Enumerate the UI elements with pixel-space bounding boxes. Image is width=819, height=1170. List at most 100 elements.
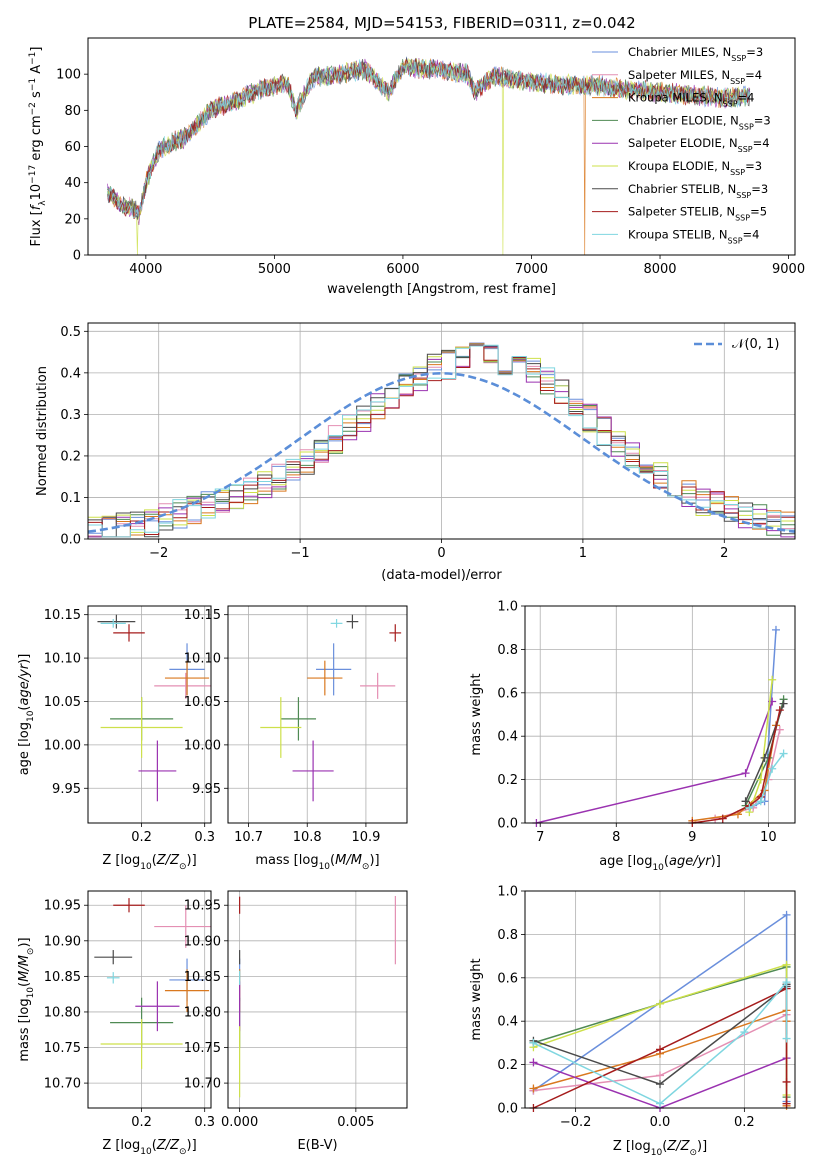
y-tick-label: 10.85 xyxy=(184,970,221,985)
x-axis-label: Z [log10(Z/Z⊙)] xyxy=(102,1138,196,1157)
y-tick-label: 0.4 xyxy=(497,730,518,745)
mass-weight-marker xyxy=(656,999,664,1008)
mass-weight-marker xyxy=(756,797,765,806)
x-axis-label: mass [log10(M/M⊙)] xyxy=(255,853,379,872)
y-tick-label: 40 xyxy=(64,176,81,191)
y-tick-label: 0 xyxy=(73,249,81,264)
legend-entry: Kroupa ELODIE, NSSP=3 xyxy=(628,159,762,177)
mass-weight-marker xyxy=(782,960,791,969)
x-tick-label: 1 xyxy=(579,546,587,561)
x-tick-label: 10.7 xyxy=(234,830,263,845)
y-tick-label: 0.1 xyxy=(60,491,81,506)
x-axis-label: Z [log10(Z/Z⊙)] xyxy=(613,1139,707,1158)
y-tick-label: 10.70 xyxy=(184,1077,221,1092)
mass-weight-marker xyxy=(756,775,765,784)
y-tick-label: 0.0 xyxy=(497,817,518,832)
histograms xyxy=(88,342,795,538)
y-tick-label: 10.90 xyxy=(184,934,221,949)
x-tick-label: 8 xyxy=(612,830,620,845)
y-tick-label: 0.4 xyxy=(497,1015,518,1030)
mass-weight-marker xyxy=(529,1058,538,1067)
mass-weight-marker xyxy=(741,797,750,806)
y-tick-label: 10.80 xyxy=(184,1005,221,1020)
x-tick-label: 0 xyxy=(437,546,445,561)
axes-frame xyxy=(524,605,796,824)
x-tick-label: 0.0 xyxy=(650,1115,671,1130)
legend-entry: Kroupa STELIB, NSSP=4 xyxy=(628,227,759,245)
mass-vs-extinction-panel: 0.000 0.005 10.70 10.75 10.80 10.85 10.90 10.95… xyxy=(184,890,408,1153)
age-vs-mass-panel: 10.7 10.8 10.9 9.95 10.00 10.05 10.10 10.15 mass… xyxy=(184,605,408,872)
y-tick-label: 0.3 xyxy=(60,408,81,423)
y-tick-label: 0.0 xyxy=(60,533,81,548)
errorbars xyxy=(239,895,396,1098)
normal-curve xyxy=(88,371,795,533)
mass-vs-metallicity-panel: 0.2 0.3 10.70 10.75 10.80 10.85 10.90 10.95 Z [l… xyxy=(17,890,215,1157)
mass-weight-marker xyxy=(775,725,784,734)
y-tick-label: 0.5 xyxy=(60,325,81,340)
mass-weight-marker xyxy=(779,749,788,758)
y-axis-label: mass weight xyxy=(469,958,484,1040)
legend-entry: Chabrier ELODIE, NSSP=3 xyxy=(628,113,771,130)
x-tick-label: 0.3 xyxy=(194,830,215,845)
x-tick-label: −1 xyxy=(291,546,310,561)
errorbars xyxy=(97,614,211,802)
y-tick-label: 10.95 xyxy=(44,899,81,914)
mass-weight-marker xyxy=(656,1045,664,1054)
legend-entry: Salpeter ELODIE, NSSP=4 xyxy=(628,136,770,154)
x-tick-label: 0.000 xyxy=(221,1115,258,1130)
spectrum-lines xyxy=(106,56,751,255)
mass-weight-marker xyxy=(782,1034,791,1043)
x-tick-label: 7000 xyxy=(515,262,548,277)
y-tick-label: 0.2 xyxy=(60,449,81,464)
mass-weight-marker xyxy=(745,803,754,812)
x-tick-label: 0.2 xyxy=(734,1115,755,1130)
y-tick-label: 10.10 xyxy=(184,652,221,667)
x-tick-label: 7 xyxy=(536,830,544,845)
y-tick-label: 0.2 xyxy=(497,1058,518,1073)
y-tick-label: 9.95 xyxy=(192,782,221,797)
y-tick-label: 0.0 xyxy=(497,1102,518,1117)
x-tick-label: 0.3 xyxy=(194,1115,215,1130)
axes-frame xyxy=(87,890,212,1109)
mass-weight-marker xyxy=(656,1099,664,1108)
x-tick-label: 10.8 xyxy=(293,830,322,845)
y-tick-label: 0.8 xyxy=(497,643,518,658)
x-tick-label: 9 xyxy=(688,830,696,845)
errorbars xyxy=(260,614,402,802)
mass-weight-marker xyxy=(779,699,788,708)
y-axis-label: age [log10(age/yr)] xyxy=(17,654,36,776)
x-tick-label: 9000 xyxy=(772,262,805,277)
mass-weight-marker xyxy=(740,1028,749,1037)
errorbars xyxy=(94,898,211,1069)
axes-frame xyxy=(227,890,408,1109)
mass-weight-vs-metallicity-panel: −0.2 0.0 0.2 0.0 0.2 0.4 0.6 0.8 1.0 mass weight Z… xyxy=(469,885,796,1158)
y-tick-label: 10.00 xyxy=(184,738,221,753)
y-tick-label: 10.75 xyxy=(184,1041,221,1056)
x-axis-label: (data-model)/error xyxy=(381,568,502,583)
legend-entry: Chabrier STELIB, NSSP=3 xyxy=(628,182,768,200)
y-tick-label: 10.70 xyxy=(44,1077,81,1092)
y-tick-label: 10.75 xyxy=(44,1041,81,1056)
mass-weight-marker xyxy=(529,1084,538,1093)
figure-title: PLATE=2584, MJD=54153, FIBERID=0311, z=0… xyxy=(248,14,635,32)
x-tick-label: −0.2 xyxy=(560,1115,592,1130)
y-tick-label: 0.4 xyxy=(60,366,81,381)
y-tick-label: 0.6 xyxy=(497,686,518,701)
mass-weight-marker xyxy=(775,706,784,715)
legend-entry: Salpeter MILES, NSSP=4 xyxy=(628,68,762,86)
y-tick-label: 0.6 xyxy=(497,971,518,986)
mass-weight-marker xyxy=(741,769,750,778)
x-tick-label: 4000 xyxy=(129,262,162,277)
y-tick-label: 10.05 xyxy=(44,695,81,710)
x-axis-label: Z [log10(Z/Z⊙)] xyxy=(102,853,196,872)
y-tick-label: 10.15 xyxy=(44,608,81,623)
y-axis-label: mass [log10(M/M⊙)] xyxy=(17,937,36,1061)
y-axis-label: Normed distribution xyxy=(35,366,50,496)
x-tick-label: 5000 xyxy=(258,262,291,277)
y-axis-label: Flux [fλ10−17 erg cm−2 s−1 A−1] xyxy=(28,47,48,247)
y-tick-label: 10.00 xyxy=(44,738,81,753)
mass-weight-marker xyxy=(656,1080,664,1089)
spectrum-panel: 4000 5000 6000 7000 8000 9000 0 20 40 60 80 100 wave… xyxy=(28,37,805,297)
legend-entry: Kroupa MILES, NSSP=4 xyxy=(628,91,754,109)
